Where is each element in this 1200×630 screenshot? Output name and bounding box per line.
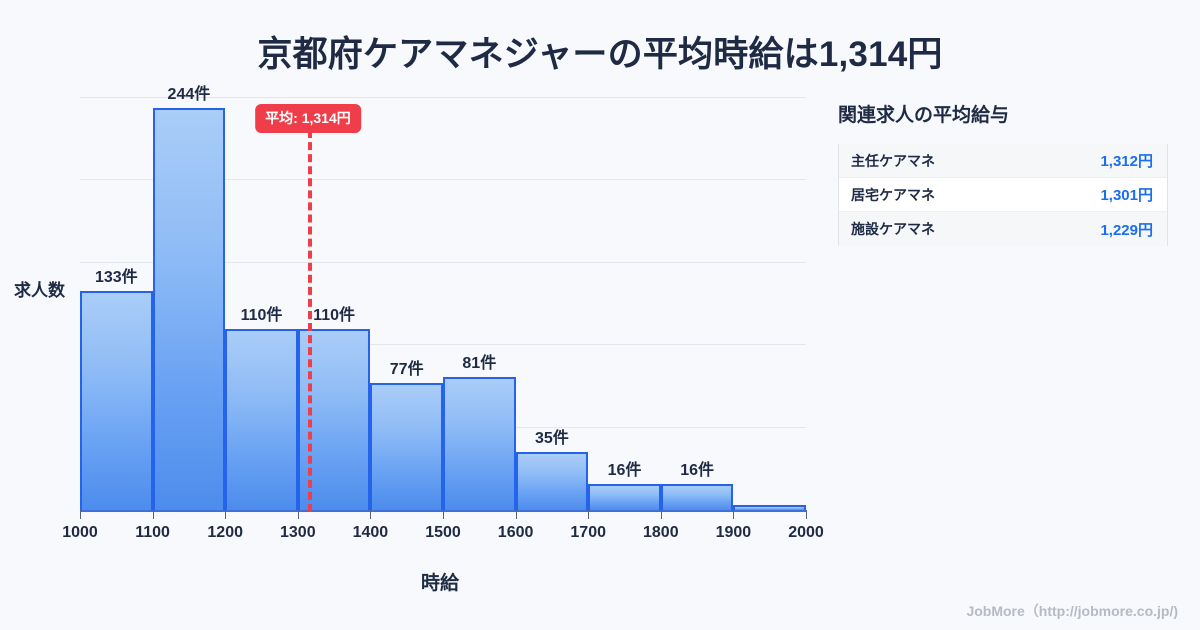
x-axis-tick-label: 1100 <box>135 524 170 541</box>
x-axis-tick-label: 1300 <box>280 524 316 541</box>
gridline <box>80 97 806 98</box>
related-salary-panel: 関連求人の平均給与 主任ケアマネ 1,312円居宅ケアマネ 1,301円施設ケアマネ… <box>838 100 1168 246</box>
bar-value-label: 16件 <box>680 461 714 479</box>
x-axis-tick-label: 1900 <box>715 524 752 541</box>
bar <box>152 107 226 510</box>
salary-role-label: 主任ケアマネ <box>851 152 935 169</box>
salary-role-label: 施設ケアマネ <box>851 221 935 237</box>
x-axis-tick <box>225 510 227 519</box>
related-salary-table: 主任ケアマネ 1,312円居宅ケアマネ 1,301円施設ケアマネ 1,229円 <box>838 144 1168 246</box>
bar <box>443 376 516 510</box>
x-axis-tick <box>515 510 517 519</box>
gridline <box>80 344 806 346</box>
x-axis-tick <box>733 510 735 519</box>
y-axis-title: 求人数 <box>14 281 65 300</box>
bar <box>370 383 443 510</box>
x-axis-tick <box>152 510 154 519</box>
histogram-chart: 求人数 133件 244件 110件 110件 77件 81件 35件 16件 16件 1000… <box>14 86 824 594</box>
x-axis-tick-label: 1700 <box>570 524 606 541</box>
bar <box>733 505 806 510</box>
page-title: 京都府ケアマネジャーの平均時給は1,314円 <box>257 35 943 74</box>
table-row: 主任ケアマネ 1,312円 <box>839 144 1167 178</box>
bar-value-label: 77件 <box>389 361 424 379</box>
x-axis-tick <box>806 510 807 519</box>
x-axis-tick <box>80 510 81 519</box>
bar-value-label: 110件 <box>313 306 356 324</box>
x-axis-tick-label: 2000 <box>788 524 824 541</box>
x-axis-tick <box>660 510 662 519</box>
related-salary-title: 関連求人の平均給与 <box>838 105 1010 126</box>
bar <box>225 328 298 510</box>
average-badge: 平均: 1,314円 <box>255 104 361 133</box>
x-axis-tick <box>297 510 299 519</box>
footer-credit: JobMore（http://jobmore.co.jp/) <box>966 603 1178 619</box>
bar-value-label: 110件 <box>240 306 283 324</box>
x-axis-tick-label: 1000 <box>62 524 98 541</box>
bar <box>660 483 734 510</box>
x-axis-tick-label: 1800 <box>643 524 679 541</box>
table-row: 施設ケアマネ 1,229円 <box>839 212 1167 246</box>
bar-value-label: 81件 <box>462 354 497 372</box>
x-axis-tick <box>588 510 590 519</box>
x-axis-tick-label: 1500 <box>425 524 461 541</box>
average-vline <box>307 130 312 512</box>
plot-area: 133件 244件 110件 110件 77件 81件 35件 16件 16件 <box>80 86 806 510</box>
salary-value: 1,301円 <box>1100 187 1153 204</box>
x-axis-tick-label: 1200 <box>207 524 243 541</box>
bar-value-label: 244件 <box>167 85 211 103</box>
bar-value-label: 133件 <box>94 268 138 286</box>
salary-value: 1,312円 <box>1100 153 1153 170</box>
x-axis-title: 時給 <box>420 573 459 594</box>
x-axis-tick-label: 1400 <box>352 524 389 541</box>
x-axis-tick-label: 1600 <box>497 524 534 541</box>
bar <box>80 290 153 510</box>
gridline <box>80 261 806 263</box>
table-row: 居宅ケアマネ 1,301円 <box>839 178 1167 212</box>
bar-value-label: 16件 <box>607 461 642 479</box>
salary-role-label: 居宅ケアマネ <box>851 186 935 203</box>
gridline <box>80 179 806 181</box>
x-axis-tick <box>370 510 372 519</box>
bar-value-label: 35件 <box>534 430 569 448</box>
salary-value: 1,229円 <box>1100 221 1153 239</box>
bar <box>588 483 661 510</box>
bar <box>515 452 589 510</box>
x-axis-tick <box>443 510 444 519</box>
